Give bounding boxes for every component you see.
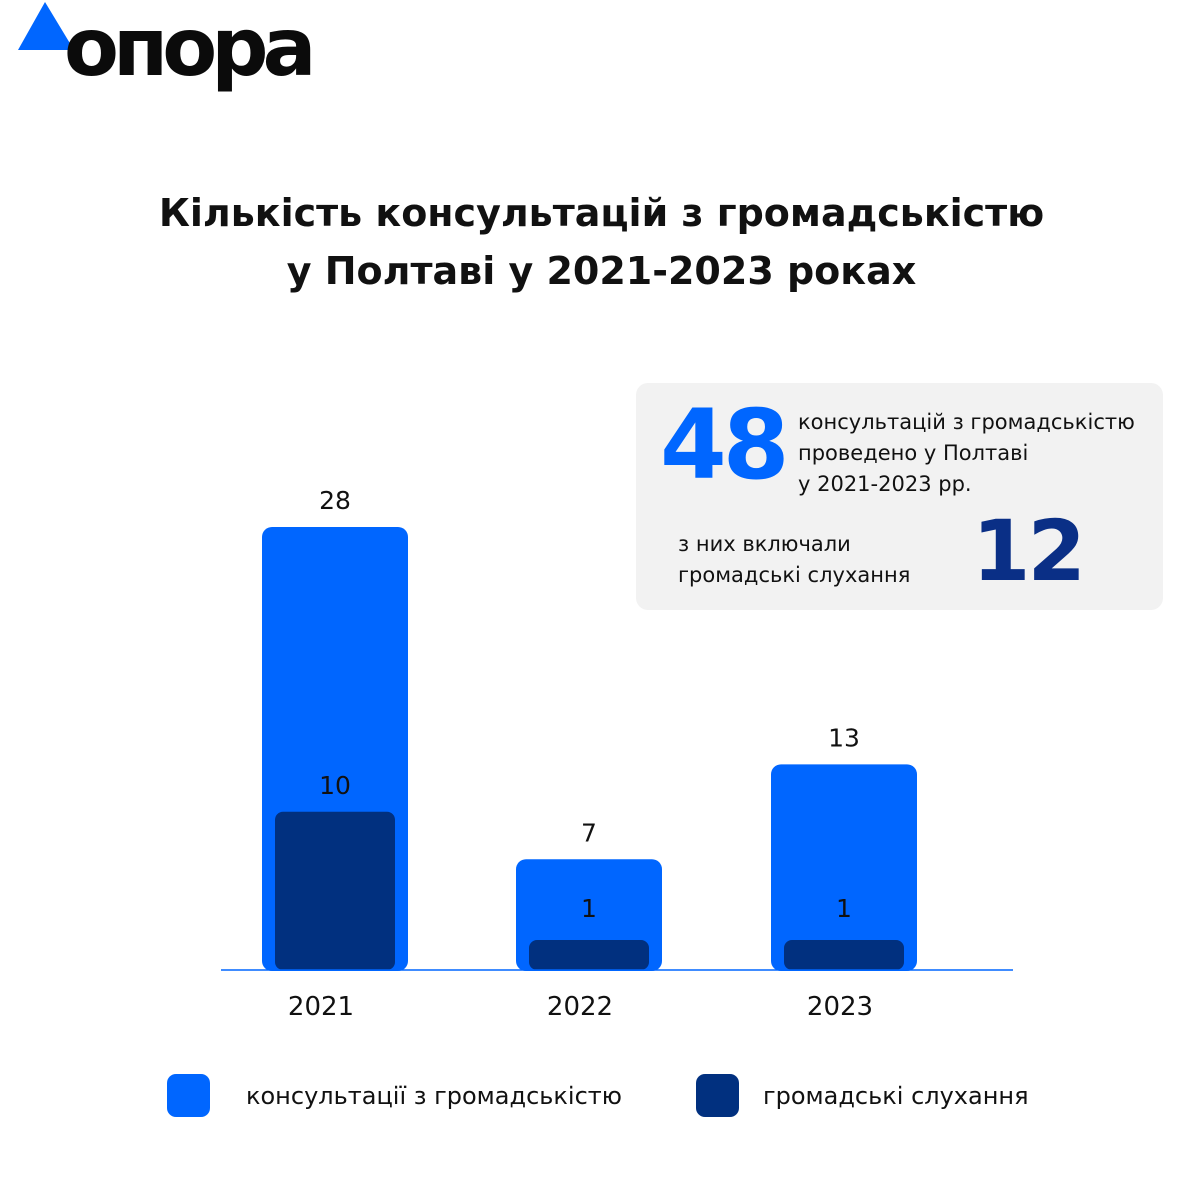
- data-label-consultations-2022: 7: [581, 818, 597, 847]
- x-tick-label-2023: 2023: [807, 992, 873, 1022]
- legend-label-consultations: консультації з громадськістю: [246, 1081, 622, 1110]
- total-desc-line-3: у 2021-2023 рр.: [798, 472, 972, 496]
- bar-hearings-2021: [275, 811, 395, 970]
- bar-hearings-2023: [784, 940, 904, 970]
- legend-swatch-consultations: [167, 1074, 210, 1117]
- data-label-hearings-2022: 1: [581, 894, 597, 923]
- legend-item-consultations: консультації з громадськістю: [167, 1074, 622, 1117]
- legend-label-hearings: громадські слухання: [763, 1081, 1029, 1110]
- chart-title-line-1: Кількість консультацій з громадськістю: [158, 191, 1045, 235]
- summary-box: 48 консультацій з громадськістю проведен…: [636, 383, 1163, 610]
- bar-consultations-2023: [771, 764, 917, 971]
- sub-desc-line-2: громадські слухання: [678, 563, 911, 587]
- total-desc-line-1: консультацій з громадськістю: [798, 410, 1135, 434]
- data-label-hearings-2021: 10: [319, 771, 351, 800]
- total-hearings-value: 12: [972, 502, 1086, 600]
- logo-text: опора: [64, 1, 316, 94]
- chart-legend: консультації з громадськістю громадські …: [0, 1074, 1203, 1118]
- total-consultations-description: консультацій з громадськістю проведено у…: [798, 407, 1158, 500]
- x-tick-label-2022: 2022: [547, 992, 613, 1022]
- x-tick-label-2021: 2021: [288, 992, 354, 1022]
- total-desc-line-2: проведено у Полтаві: [798, 441, 1029, 465]
- hearings-description: з них включали громадські слухання: [678, 529, 978, 591]
- data-label-hearings-2023: 1: [836, 894, 852, 923]
- data-label-consultations-2021: 28: [319, 486, 351, 515]
- legend-swatch-hearings: [696, 1074, 739, 1117]
- chart-title: Кількість консультацій з громадськістю у…: [0, 184, 1203, 300]
- total-consultations-value: 48: [660, 389, 790, 501]
- bar-hearings-2022: [529, 940, 649, 970]
- data-label-consultations-2023: 13: [828, 723, 860, 752]
- logo-triangle-icon: [18, 2, 74, 50]
- chart-title-line-2: у Полтаві у 2021-2023 роках: [286, 249, 917, 293]
- opora-logo: опора: [18, 0, 316, 110]
- legend-item-hearings: громадські слухання: [696, 1074, 1029, 1117]
- sub-desc-line-1: з них включали: [678, 532, 851, 556]
